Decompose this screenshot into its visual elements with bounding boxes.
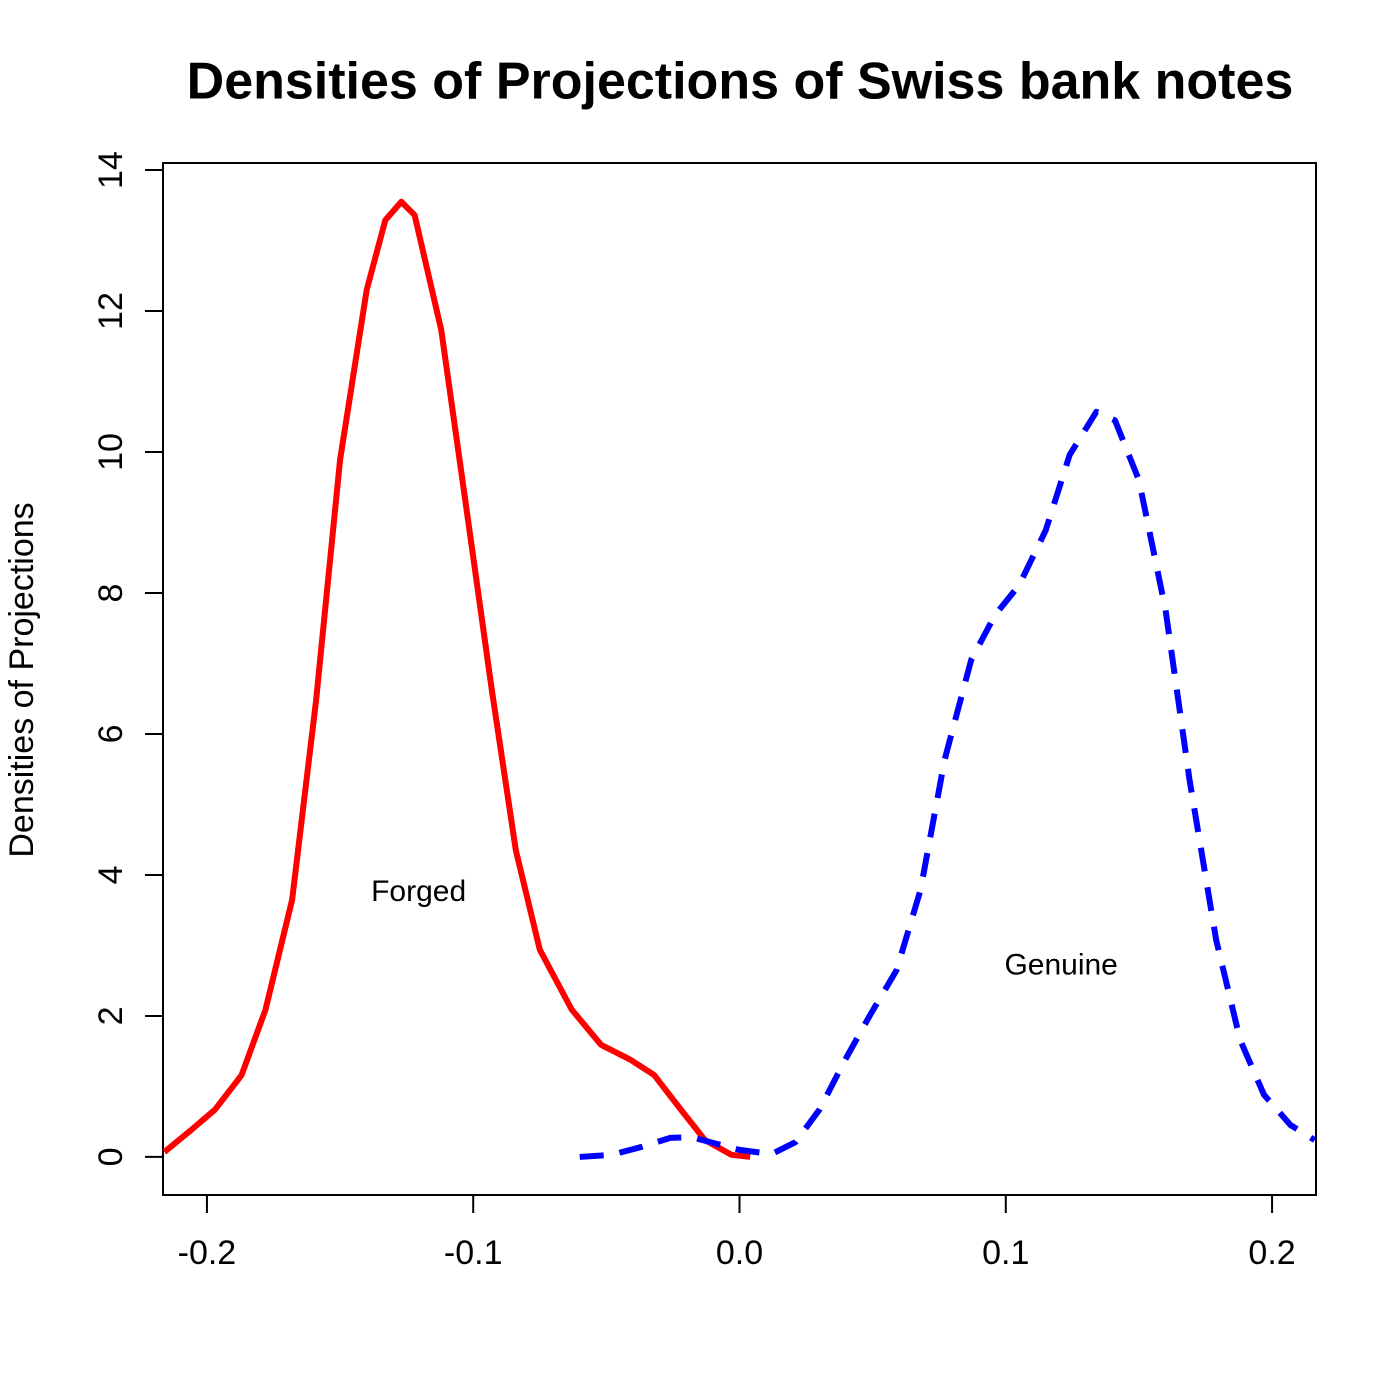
- y-tick-label: 6: [92, 725, 130, 744]
- annotation: Genuine: [1004, 949, 1117, 982]
- x-tick-label: 0.0: [716, 1234, 763, 1272]
- x-tick-label: -0.2: [178, 1234, 237, 1272]
- y-axis-label: Densities of Projections: [3, 502, 41, 857]
- x-tick-label: 0.2: [1248, 1234, 1295, 1272]
- y-tick-label: 12: [92, 292, 130, 330]
- density-line: [163, 198, 751, 1160]
- y-tick-label: 10: [92, 433, 130, 471]
- plot-area: [163, 198, 1316, 1160]
- y-tick-label: 8: [92, 584, 130, 603]
- y-tick-label: 2: [92, 1006, 130, 1025]
- x-tick-label: 0.1: [982, 1234, 1029, 1272]
- annotation: Forged: [371, 875, 466, 908]
- x-tick-label: -0.1: [444, 1234, 503, 1272]
- y-tick-label: 0: [92, 1147, 130, 1166]
- density-line: [579, 408, 1316, 1160]
- y-tick-label: 14: [92, 151, 130, 189]
- chart-title: Densities of Projections of Swiss bank n…: [187, 53, 1294, 111]
- y-tick-label: 4: [92, 866, 130, 885]
